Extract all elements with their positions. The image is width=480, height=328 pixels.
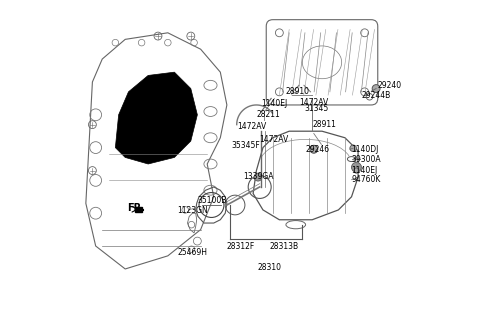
- Circle shape: [351, 162, 361, 172]
- Text: 94760K: 94760K: [351, 175, 381, 184]
- Text: 1339GA: 1339GA: [243, 172, 274, 181]
- Circle shape: [310, 145, 318, 153]
- Text: 1472AV: 1472AV: [299, 98, 328, 107]
- Circle shape: [254, 173, 262, 181]
- Text: 29244B: 29244B: [361, 91, 391, 100]
- Text: 1140EJ: 1140EJ: [261, 99, 288, 108]
- Text: 1140EJ: 1140EJ: [351, 166, 378, 175]
- Polygon shape: [115, 72, 197, 164]
- Text: 1472AV: 1472AV: [237, 122, 266, 131]
- Text: 28310: 28310: [257, 263, 281, 272]
- Text: 1140DJ: 1140DJ: [351, 145, 379, 154]
- Circle shape: [350, 145, 357, 152]
- Text: 25469H: 25469H: [178, 248, 208, 257]
- Text: 1472AV: 1472AV: [260, 135, 289, 144]
- Text: 35345F: 35345F: [232, 141, 261, 151]
- Text: 29240: 29240: [378, 81, 402, 91]
- Circle shape: [354, 168, 359, 173]
- Text: 31345: 31345: [304, 104, 328, 113]
- Text: 28211: 28211: [256, 110, 280, 119]
- Text: 29246: 29246: [306, 145, 330, 154]
- Text: 28910: 28910: [286, 87, 310, 96]
- Polygon shape: [135, 207, 142, 212]
- Text: 28313B: 28313B: [270, 242, 299, 251]
- Text: FR.: FR.: [127, 203, 145, 213]
- Text: 28312F: 28312F: [226, 242, 254, 251]
- Text: 39300A: 39300A: [351, 154, 381, 164]
- Text: 28911: 28911: [312, 120, 336, 129]
- Text: 35100B: 35100B: [197, 195, 227, 205]
- Circle shape: [372, 85, 380, 92]
- Text: 1123GN: 1123GN: [178, 206, 208, 215]
